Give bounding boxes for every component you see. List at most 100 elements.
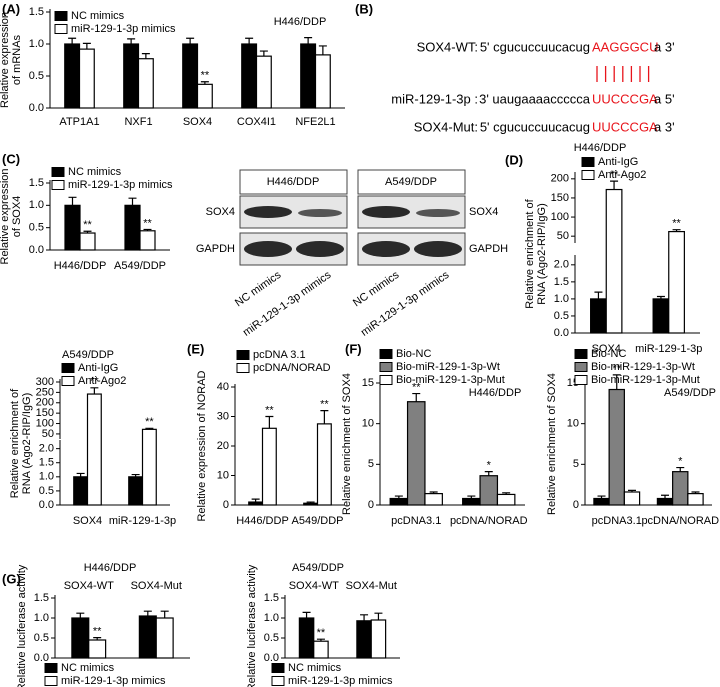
error-bar [316, 638, 325, 642]
annotation: H446/DDP [84, 562, 137, 574]
significance-label: ** [93, 626, 102, 638]
bar [316, 423, 332, 506]
bar [479, 475, 499, 506]
y-tick-label: 0.0 [39, 499, 54, 511]
y-tick-label: 1.0 [34, 612, 49, 624]
bar [496, 493, 516, 506]
legend-swatch [236, 350, 250, 360]
legend-swatch [61, 363, 75, 373]
bar [687, 493, 704, 506]
y-tick-label: 0 [223, 499, 229, 511]
bar [298, 617, 315, 659]
error-bar [127, 38, 136, 44]
seq-prefix: 3' uaugaaaaccccca [479, 91, 591, 106]
significance-label: * [678, 455, 683, 467]
bar [86, 393, 102, 506]
seq-name: SOX4-Mut: [414, 119, 478, 134]
bar [668, 230, 685, 334]
legend-swatch [51, 167, 65, 177]
significance-label: ** [83, 219, 92, 231]
y-tick-label: 0.0 [264, 652, 279, 664]
legend-label: Bio-miR-129-1-3p-Wt [591, 361, 695, 373]
bar [389, 497, 409, 506]
bar [356, 620, 372, 659]
band [296, 241, 344, 257]
legend-swatch [44, 663, 58, 673]
panel-label: (B) [355, 1, 373, 16]
panel-label: (C) [2, 151, 20, 166]
legend-label: Bio-NC [591, 348, 627, 360]
bar [123, 43, 140, 109]
x-tick-label: H446/DDP [54, 260, 107, 272]
error-bar [68, 196, 77, 206]
bar [241, 43, 258, 109]
x-tick-label: NXF1 [124, 116, 152, 128]
bar [608, 388, 625, 506]
bar [79, 232, 96, 251]
y-tick-label: 40 [217, 381, 229, 393]
y-tick-label: 15 [362, 377, 374, 389]
error-bar [259, 50, 268, 57]
error-bar [90, 387, 99, 395]
seq-site: UUCCCGA [592, 91, 658, 106]
error-bar [265, 415, 274, 429]
x-tick-label: pcDNA3.1 [592, 515, 642, 527]
x-tick-label: ATP1A1 [59, 116, 99, 128]
error-bar [304, 37, 313, 44]
protein-label: SOX4 [469, 206, 498, 218]
blot-header-box [357, 169, 466, 195]
bar [64, 204, 81, 251]
y-tick-label: 1.5 [34, 592, 49, 604]
y-axis-label: Relative enrichment of [9, 388, 21, 498]
error-bar [691, 491, 700, 494]
legend-label: Anti-Ago2 [78, 375, 126, 387]
annotation: A549/DDP [664, 387, 716, 399]
y-axis-label: Relative luciferase activity [246, 564, 258, 687]
y-tick-label: 0.5 [29, 70, 44, 82]
cell-line: H446/DDP [267, 176, 320, 188]
legend-label: NC mimics [68, 166, 122, 178]
bar [71, 617, 90, 659]
error-bar [467, 495, 476, 499]
legend-swatch [271, 676, 285, 686]
y-tick-label: 0.5 [264, 632, 279, 644]
error-bar [394, 495, 403, 499]
y-axis-label: Relative expression [0, 169, 11, 265]
y-tick-label: 50 [557, 230, 569, 242]
bar [652, 298, 670, 334]
legend-swatch [581, 170, 595, 180]
legend-label: Bio-miR-129-1-3p-Mut [591, 374, 700, 386]
base-pairing [596, 66, 650, 82]
legend-swatch [379, 362, 393, 372]
legend-swatch [574, 349, 588, 359]
lane-label: miR-129-1-3p mimics [241, 269, 334, 339]
y-tick-label: 0 [573, 499, 579, 511]
bar [73, 476, 89, 506]
y-tick-label: 2.0 [554, 259, 569, 271]
error-bar [83, 230, 92, 234]
lane-label: miR-129-1-3p mimics [359, 269, 452, 339]
bar [303, 502, 319, 506]
band [362, 241, 410, 257]
error-bar [612, 374, 621, 390]
error-bar [131, 473, 140, 477]
error-bar [143, 610, 152, 616]
band [414, 241, 462, 257]
legend-label: NC mimics [288, 662, 342, 674]
bar [656, 497, 674, 506]
seq-suffix: a 5' [654, 91, 675, 106]
legend-label: Anti-IgG [598, 156, 638, 168]
legend-swatch [581, 157, 595, 167]
y-tick-label: 1.0 [29, 199, 44, 211]
panel-label: (D) [505, 152, 523, 167]
y-tick-label: 300 [36, 376, 54, 388]
annotation: H446/DDP [274, 16, 327, 28]
error-bar [306, 501, 315, 504]
x-tick-label: SOX4 [183, 116, 212, 128]
y-tick-label: 250 [36, 386, 54, 398]
legend-swatch [44, 676, 58, 686]
band [298, 209, 342, 217]
legend-label: NC mimics [61, 662, 115, 674]
y-tick-label: 100 [551, 211, 569, 223]
